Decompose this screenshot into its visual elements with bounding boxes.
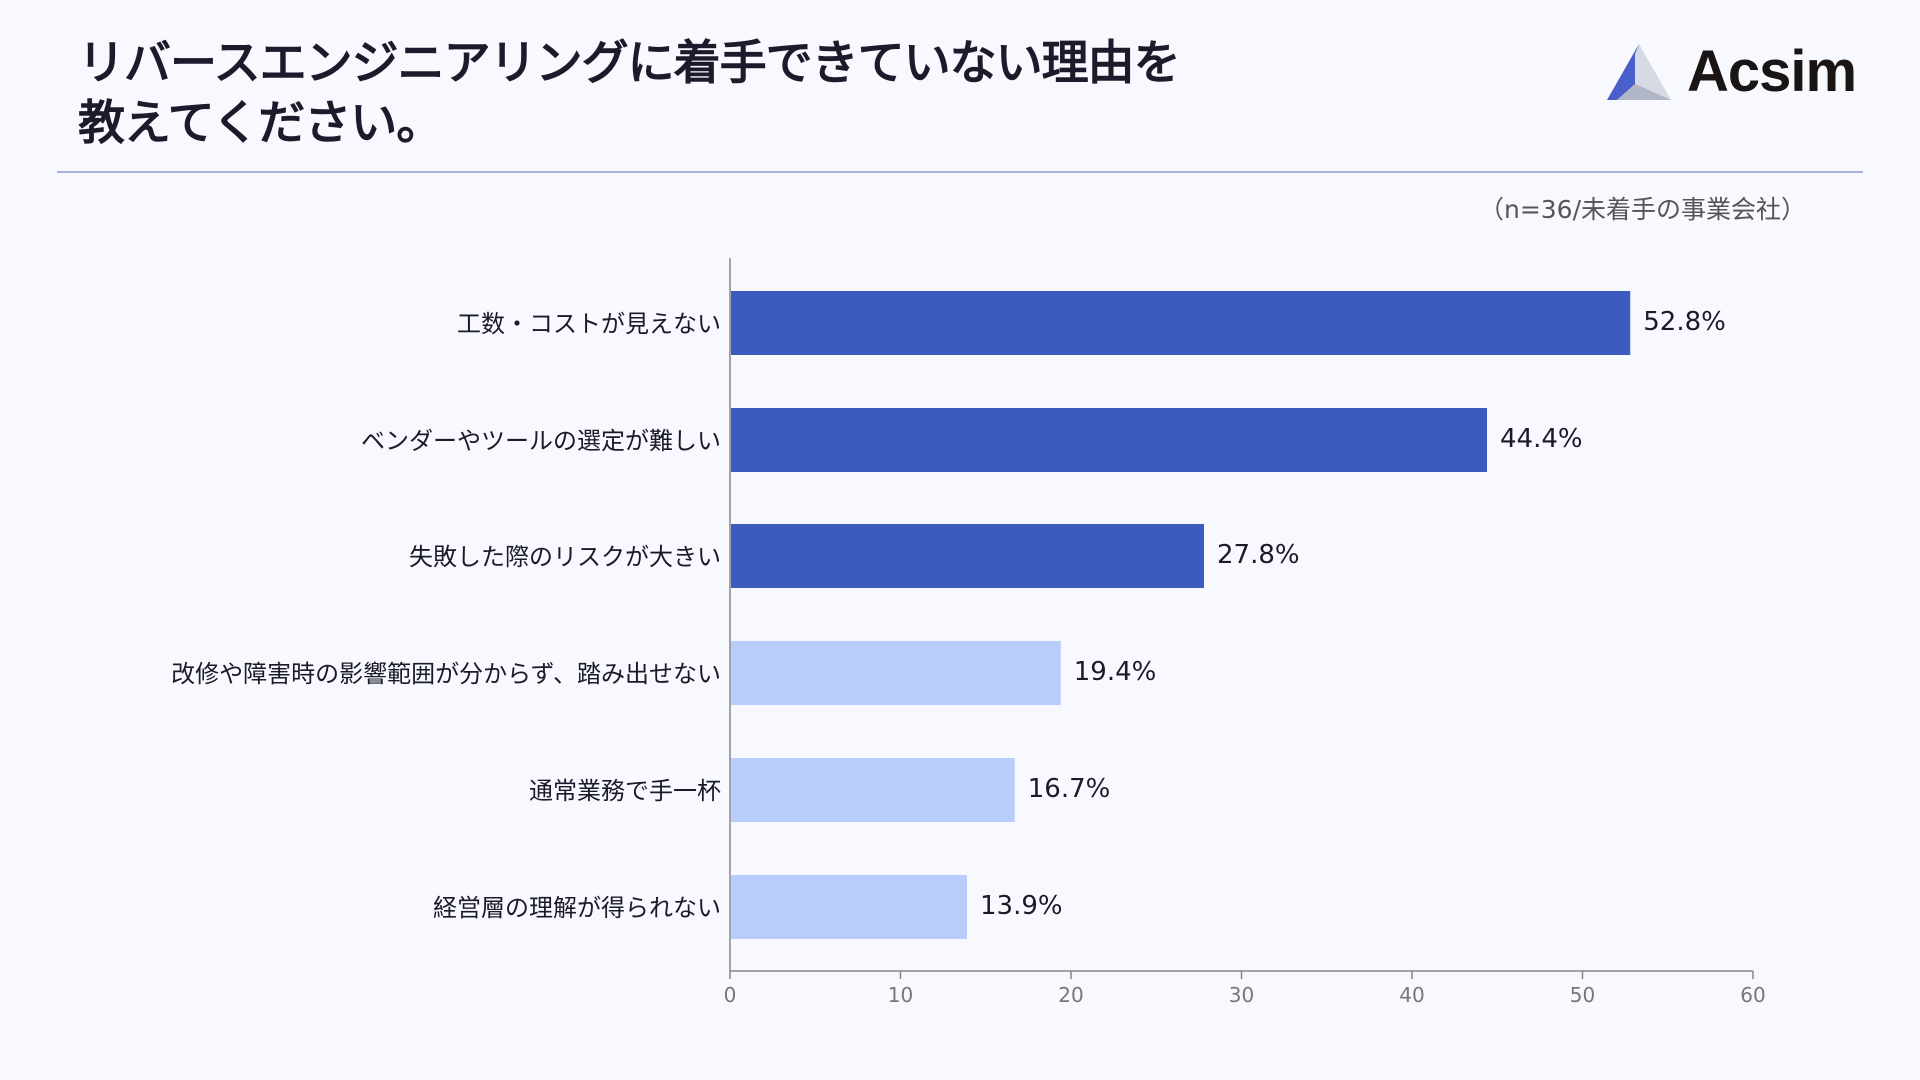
- x-tick-label: 10: [888, 983, 913, 1007]
- title-line-1: リバースエンジニアリングに着手できていない理由を: [78, 36, 1181, 91]
- x-tick-label: 30: [1229, 983, 1254, 1007]
- bar: [731, 875, 967, 939]
- category-label: ベンダーやツールの選定が難しい: [361, 427, 721, 455]
- page-title: リバースエンジニアリングに着手できていない理由を 教えてください。: [78, 34, 1181, 154]
- data-label: 52.8%: [1643, 307, 1726, 337]
- triangle-logo-icon: [1607, 43, 1671, 100]
- category-label: 通常業務で手一杯: [529, 777, 721, 805]
- category-label: 工数・コストが見えない: [457, 310, 721, 338]
- header-divider: [57, 171, 1863, 173]
- x-tick-label: 40: [1399, 983, 1424, 1007]
- data-label: 19.4%: [1074, 657, 1157, 687]
- bar: [731, 641, 1061, 705]
- sample-note: （n=36/未着手の事業会社）: [1478, 195, 1806, 224]
- category-label: 経営層の理解が得られない: [433, 894, 721, 922]
- title-line-2: 教えてください。: [78, 96, 443, 151]
- acsim-logo: Acsim: [1605, 38, 1857, 105]
- x-tick-label: 0: [724, 983, 737, 1007]
- x-tick-label: 20: [1058, 983, 1083, 1007]
- bar: [731, 524, 1204, 588]
- data-label: 44.4%: [1500, 424, 1583, 454]
- logo-text: Acsim: [1687, 39, 1857, 104]
- data-label: 16.7%: [1028, 774, 1111, 804]
- category-label: 失敗した際のリスクが大きい: [409, 543, 721, 571]
- category-label: 改修や障害時の影響範囲が分からず、踏み出せない: [171, 660, 721, 688]
- x-tick-label: 50: [1570, 983, 1595, 1007]
- data-label: 27.8%: [1217, 540, 1300, 570]
- data-label: 13.9%: [980, 891, 1063, 921]
- bar: [731, 291, 1631, 355]
- x-tick-label: 60: [1740, 983, 1765, 1007]
- bar: [731, 758, 1015, 822]
- bar: [731, 408, 1488, 472]
